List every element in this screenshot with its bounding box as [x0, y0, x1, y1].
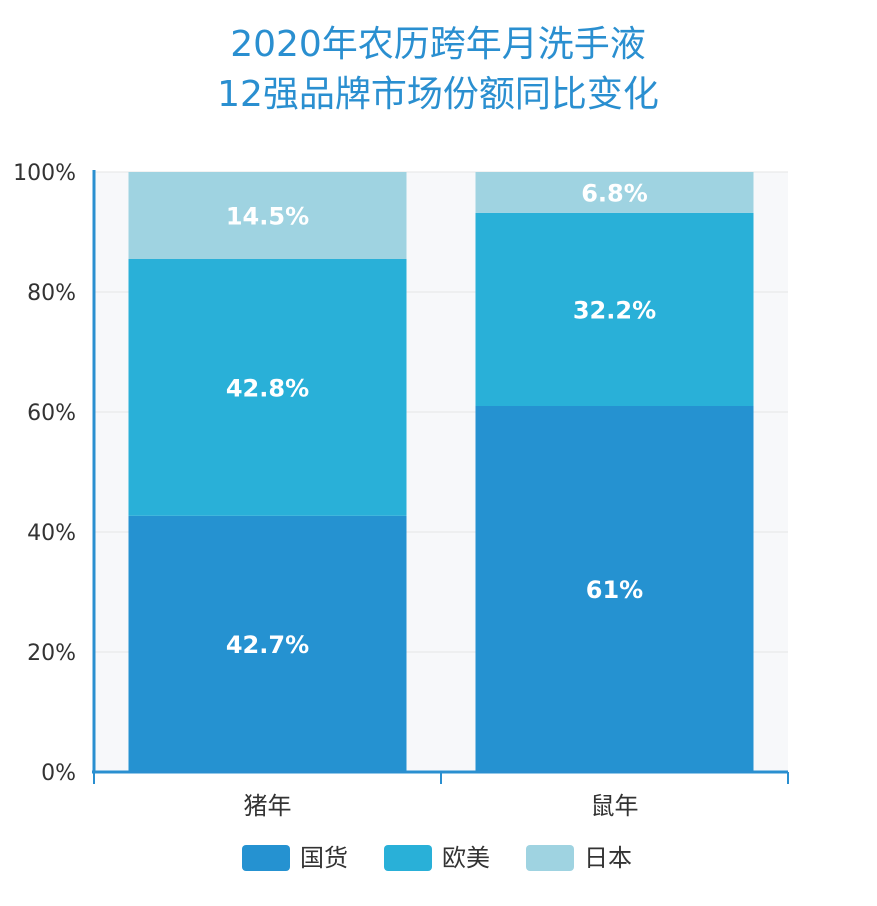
bar-segment — [475, 212, 754, 406]
axes-group: 0% 20% 40% 60% 80% 100% 猪年 鼠年 — [13, 161, 789, 820]
chart-title-line-1: 2020年农历跨年月洗手液 — [230, 24, 646, 65]
y-tick-label: 100% — [13, 161, 76, 186]
chart-title-line-2: 12强品牌市场份额同比变化 — [217, 74, 659, 115]
y-tick-label: 60% — [27, 401, 76, 426]
data-label: 32.2% — [573, 296, 656, 324]
legend-swatch — [242, 845, 290, 871]
bars-group: 42.7% 42.8% 14.5% 61% 32.2% 6.8% — [128, 172, 754, 772]
legend: 国货 欧美 日本 — [242, 844, 632, 872]
legend-label: 欧美 — [442, 844, 490, 872]
y-tick-label: 40% — [27, 521, 76, 546]
legend-label: 国货 — [300, 844, 348, 872]
bar-segment — [128, 259, 407, 516]
y-tick-label: 80% — [27, 281, 76, 306]
data-label: 6.8% — [581, 179, 648, 207]
data-label: 61% — [586, 576, 643, 604]
x-category-label: 猪年 — [244, 792, 292, 820]
chart-title: 2020年农历跨年月洗手液 12强品牌市场份额同比变化 — [217, 24, 659, 115]
bar-segment — [475, 172, 754, 213]
legend-swatch — [384, 845, 432, 871]
y-tick-label: 20% — [27, 641, 76, 666]
data-label: 42.8% — [226, 374, 309, 402]
y-tick-label: 0% — [41, 761, 76, 786]
data-label: 42.7% — [226, 631, 309, 659]
bar-segment — [128, 172, 407, 259]
data-label: 14.5% — [226, 203, 309, 231]
legend-swatch — [526, 845, 574, 871]
bar-segment — [475, 406, 754, 772]
x-category-label: 鼠年 — [591, 792, 639, 820]
legend-label: 日本 — [584, 844, 632, 872]
bar-segment — [128, 515, 407, 772]
